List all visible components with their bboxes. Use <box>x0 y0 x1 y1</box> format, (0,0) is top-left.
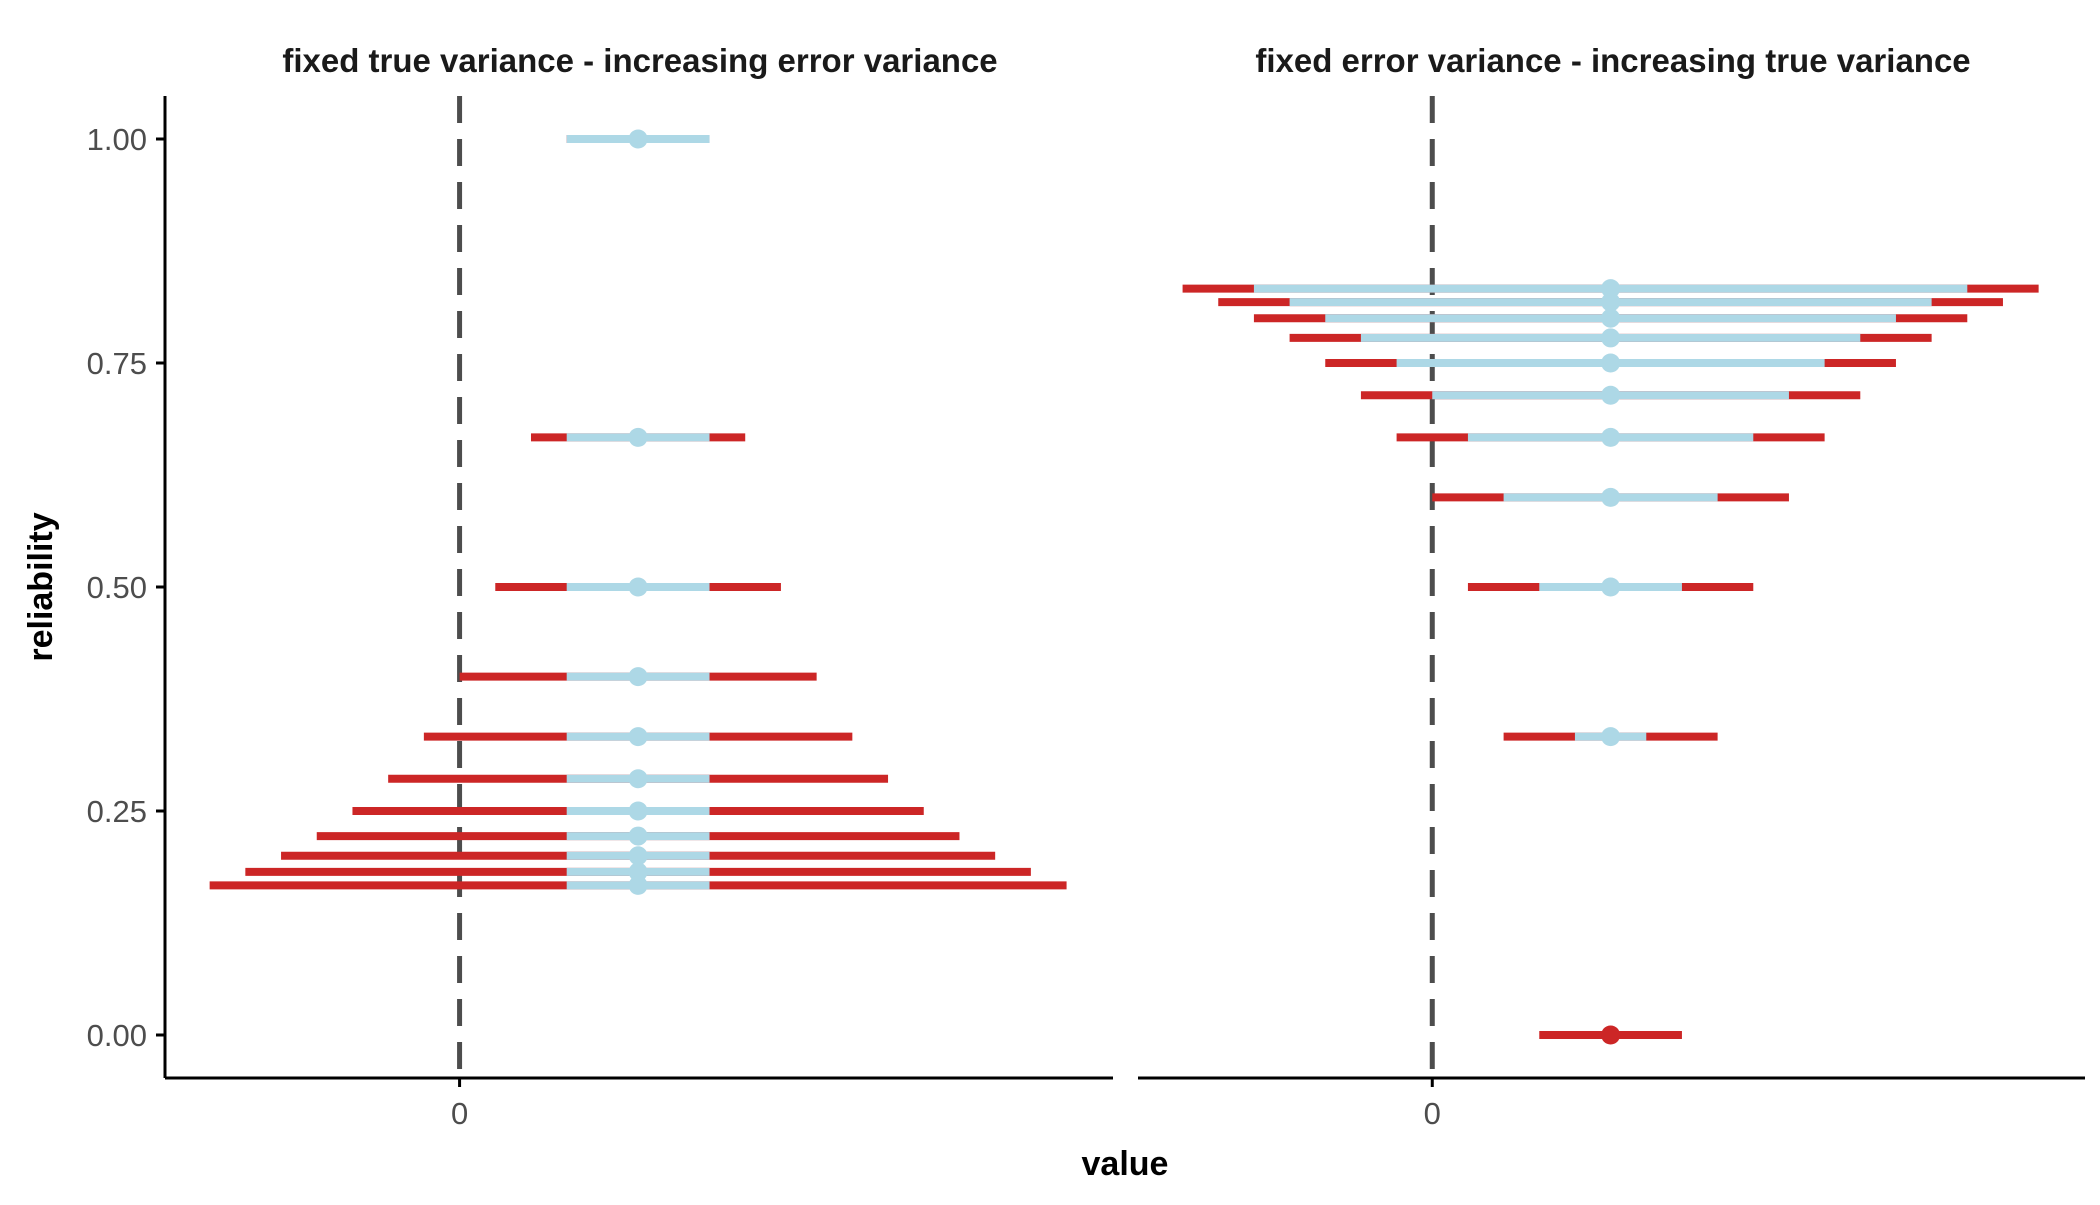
y-tick-label: 1.00 <box>87 122 147 157</box>
x-axis-title: value <box>1082 1145 1169 1183</box>
point-estimate <box>628 769 648 789</box>
y-axis-title: reliability <box>22 512 60 661</box>
point-estimate <box>628 875 648 895</box>
point-estimate <box>628 727 648 747</box>
point-estimate <box>628 427 648 447</box>
point-estimate <box>1601 353 1621 373</box>
point-estimate <box>1601 1025 1621 1045</box>
x-tick-label: 0 <box>1424 1096 1441 1131</box>
panel-right: fixed error variance - increasing true v… <box>1138 42 2085 1131</box>
y-axis: 0.00 0.25 0.50 0.75 1.00 <box>87 96 167 1078</box>
point-estimate <box>628 846 648 866</box>
y-tick-label: 0.25 <box>87 794 147 829</box>
x-tick-label: 0 <box>451 1096 468 1131</box>
point-estimate <box>1601 292 1621 312</box>
point-estimate <box>1601 308 1621 328</box>
point-estimate <box>628 862 648 882</box>
point-estimate <box>1601 279 1621 299</box>
panel-left-marks: 0 <box>165 96 1113 1131</box>
point-estimate <box>1601 577 1621 597</box>
y-tick-label: 0.50 <box>87 570 147 605</box>
point-estimate <box>628 577 648 597</box>
point-estimate <box>1601 385 1621 405</box>
panel-right-title: fixed error variance - increasing true v… <box>1255 42 1970 79</box>
point-estimate <box>628 667 648 687</box>
point-estimate <box>1601 427 1621 447</box>
y-tick-label: 0.75 <box>87 346 147 381</box>
point-estimate <box>1601 487 1621 507</box>
y-tick-label: 0.00 <box>87 1018 147 1053</box>
point-estimate <box>628 826 648 846</box>
point-estimate <box>1601 727 1621 747</box>
panel-right-marks: 0 <box>1138 96 2085 1131</box>
panel-left-title: fixed true variance - increasing error v… <box>282 42 997 79</box>
point-estimate <box>628 129 648 149</box>
point-estimate <box>1601 328 1621 348</box>
point-estimate <box>628 801 648 821</box>
panel-left: fixed true variance - increasing error v… <box>165 42 1113 1131</box>
